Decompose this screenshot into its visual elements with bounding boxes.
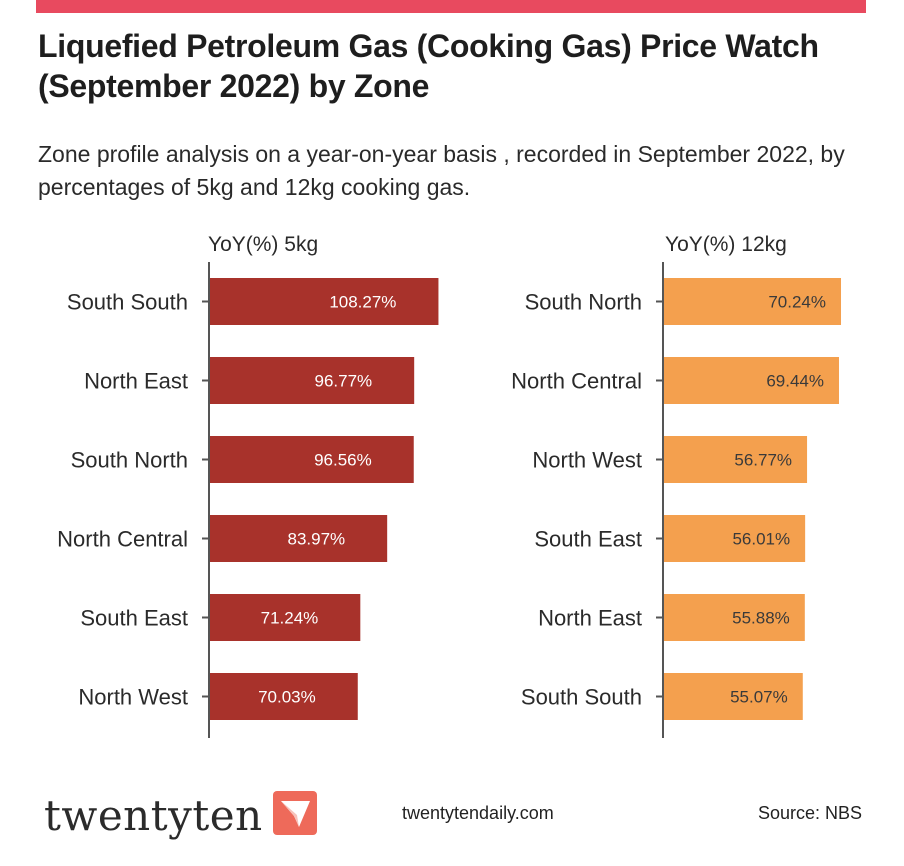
brand-logo: twentyten [44,790,317,840]
chart-12kg-value-label: 70.24% [768,293,826,312]
chart-5kg-category-label: South East [80,606,188,631]
chart-12kg-category-label: South South [521,685,642,710]
chart-12kg-bar [664,357,839,404]
top-accent-stripe [36,0,866,13]
chart-12kg-bar [664,436,808,483]
chart-12kg-value-label: 55.88% [732,609,790,628]
paper-plane-icon [272,790,317,840]
chart-title: Liquefied Petroleum Gas (Cooking Gas) Pr… [38,28,819,104]
chart-12kg-title: YoY(%) 12kg [665,233,787,256]
chart-5kg-category-label: South North [71,448,188,473]
chart-5kg-value-label: 71.24% [261,609,319,628]
chart-12kg-bar [664,515,806,562]
website-link[interactable]: twentytendaily.com [402,803,554,823]
chart-12kg-category-label: North Central [511,369,642,394]
chart-12kg-bar [664,673,803,720]
chart-5kg-category-label: North East [84,369,188,394]
chart-12kg-bar [664,594,805,641]
chart-5kg-category-label: North Central [57,527,188,552]
chart-5kg-category-label: North West [78,685,188,710]
chart-5kg-title: YoY(%) 5kg [208,233,318,256]
bar-charts-canvas: YoY(%) 5kg South South 108.27% North East 96… [57,233,842,738]
chart-12kg-value-label: 69.44% [766,372,824,391]
chart-12kg-category-label: North West [532,448,642,473]
chart-5kg-bar [210,436,414,483]
chart-5kg-category-label: South South [67,290,188,315]
chart-5kg-value-label: 96.77% [315,372,373,391]
chart-5kg-value-label: 108.27% [329,293,396,312]
chart-5kg-value-label: 96.56% [314,451,372,470]
chart-12kg-category-label: North East [538,606,642,631]
chart-12kg-bar [664,278,842,325]
chart-5kg-bar [210,357,415,404]
chart-5kg-bar [210,278,439,325]
chart-12kg-category-label: South North [525,290,642,315]
brand-name: twentyten [44,790,263,840]
chart-12kg-value-label: 55.07% [730,688,788,707]
chart-5kg-value-label: 70.03% [258,688,316,707]
chart-subtitle: Zone profile analysis on a year-on-year … [38,141,845,200]
chart-12kg-value-label: 56.77% [734,451,792,470]
chart-12kg-value-label: 56.01% [732,530,790,549]
chart-5kg-bar [210,594,361,641]
source-note: Source: NBS [757,803,862,823]
chart-5kg-value-label: 83.97% [288,530,346,549]
chart-5kg-bar [210,673,358,720]
chart-5kg-bar [210,515,388,562]
chart-12kg-category-label: South East [534,527,642,552]
